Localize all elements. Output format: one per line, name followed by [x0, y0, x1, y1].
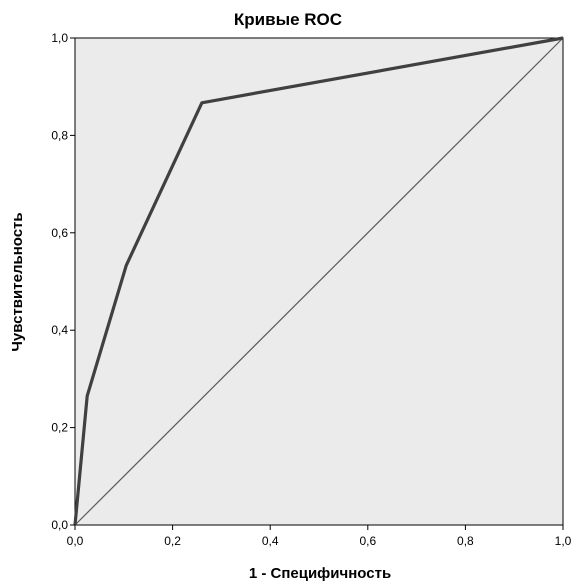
- roc-point: [562, 37, 564, 39]
- roc-point: [201, 101, 203, 104]
- reference-diagonal-line: [74, 37, 564, 526]
- y-tick-label: 0,0: [51, 518, 68, 532]
- roc-curve-layer: [73, 36, 564, 526]
- y-tick-label: 0,8: [51, 128, 68, 142]
- y-tick-label: 0,6: [51, 226, 68, 240]
- y-tick-label: 0,2: [51, 421, 68, 435]
- x-tick-label: 0,2: [164, 534, 181, 548]
- x-axis-ticks: 0,0 0,2 0,4 0,6 0,8 1,0: [67, 525, 572, 548]
- x-tick-label: 0,0: [67, 534, 84, 548]
- chart-title: Кривые ROC: [234, 10, 342, 29]
- reference-line-layer: [74, 37, 564, 526]
- y-tick-label: 0,4: [51, 323, 68, 337]
- x-axis-label: 1 - Специфичность: [249, 565, 391, 582]
- y-tick-label: 1,0: [51, 31, 68, 45]
- x-tick-label: 0,4: [262, 534, 279, 548]
- y-axis-label: Чувствительность: [9, 212, 26, 351]
- x-tick-label: 0,8: [457, 534, 474, 548]
- roc-point: [86, 395, 88, 397]
- x-tick-label: 1,0: [555, 534, 572, 548]
- y-axis-ticks: 0,0 0,2 0,4 0,6 0,8 1,0: [51, 31, 75, 532]
- roc-point: [125, 264, 128, 267]
- x-tick-label: 0,6: [359, 534, 376, 548]
